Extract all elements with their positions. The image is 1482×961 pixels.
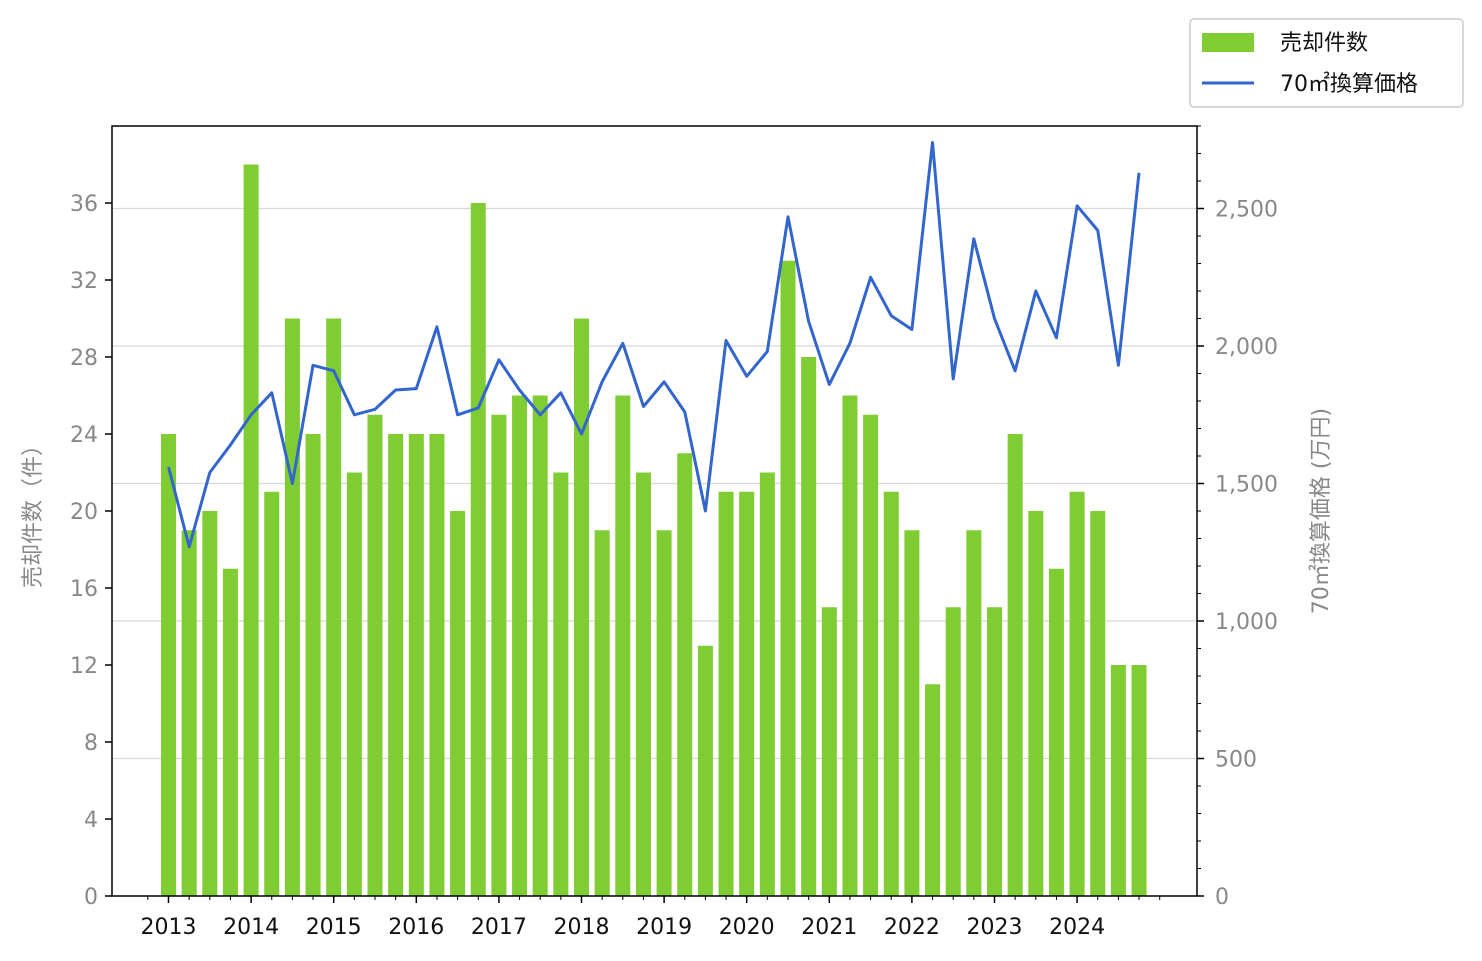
bar [1069,491,1085,896]
bar [1007,434,1023,896]
x-tick-label: 2024 [1049,915,1105,940]
legend-box [1189,18,1464,108]
bar [739,491,755,896]
bar [202,511,218,896]
bar [243,164,259,896]
right-tick-label: 2,500 [1215,198,1278,223]
bar [966,530,982,896]
bar [367,414,383,896]
x-tick-label: 2018 [554,915,610,940]
bar [594,530,610,896]
bar [821,607,837,896]
right-axis-ticks: 0 500 1,000 1,500 2,000 2,500 [1197,125,1278,910]
left-axis-ticks: 0 4 8 12 16 20 24 28 32 36 [70,192,112,910]
bar [925,684,941,896]
bar-series [161,164,1147,896]
bar [759,472,775,896]
x-tick-label: 2014 [223,915,279,940]
bar [615,395,631,896]
left-tick-label: 28 [70,346,98,371]
bar [945,607,961,896]
bar [718,491,734,896]
bar [450,511,466,896]
x-tick-label: 2020 [719,915,775,940]
x-tick-label: 2013 [141,915,197,940]
left-tick-label: 8 [84,731,98,756]
bar [284,318,300,896]
x-tick-label: 2017 [471,915,527,940]
bar [264,491,280,896]
bar [801,357,817,896]
x-tick-label: 2016 [388,915,444,940]
bar [305,434,321,896]
legend-line-label: 70㎡換算価格 [1280,71,1418,97]
bar [883,491,899,896]
right-axis-label: 70㎡換算価格 (万円) [1308,408,1334,614]
bar [1028,511,1044,896]
x-tick-label: 2023 [967,915,1023,940]
left-tick-label: 4 [84,808,98,833]
left-tick-label: 0 [84,885,98,910]
bar [1110,665,1126,896]
bar [161,434,176,896]
right-tick-label: 1,500 [1215,473,1278,498]
bar [656,530,672,896]
bar [842,395,858,896]
left-tick-label: 36 [70,192,98,217]
right-tick-label: 500 [1215,748,1257,773]
bar [1090,511,1106,896]
right-tick-label: 0 [1215,885,1229,910]
left-tick-label: 12 [70,654,98,679]
bar [553,472,569,896]
left-tick-label: 32 [70,269,98,294]
legend-bar-swatch [1202,33,1254,52]
x-tick-label: 2019 [636,915,692,940]
bar [388,434,404,896]
right-tick-label: 1,000 [1215,610,1278,635]
price-line [167,141,1141,549]
bar [635,472,651,896]
left-tick-label: 16 [70,577,98,602]
x-axis-ticks: 2013 2014 2015 2016 2017 2018 2019 2020 2021 2022… [141,896,1161,940]
bar [904,530,920,896]
bar [697,645,713,896]
bar [512,395,528,896]
bar [408,434,424,896]
bar [470,203,486,896]
left-axis-label: 売却件数（件） [21,434,46,588]
bar [181,530,197,896]
bar [346,472,362,896]
line-series [167,141,1141,549]
bar [429,434,445,896]
bar [574,318,589,896]
legend-bar-label: 売却件数 [1280,31,1368,56]
bar [532,395,548,896]
bar [1131,665,1147,896]
bar [987,607,1002,896]
bar [326,318,342,896]
bar [780,260,796,896]
bar [1048,568,1064,896]
bar [222,568,238,896]
bar [677,453,693,896]
x-tick-label: 2021 [801,915,857,940]
x-tick-label: 2015 [306,915,362,940]
bar [491,414,507,896]
legend: 売却件数 70㎡換算価格 [1189,18,1464,108]
bar [863,414,879,896]
left-tick-label: 20 [70,500,98,525]
right-tick-label: 2,000 [1215,335,1278,360]
left-tick-label: 24 [70,423,98,448]
x-tick-label: 2022 [884,915,940,940]
